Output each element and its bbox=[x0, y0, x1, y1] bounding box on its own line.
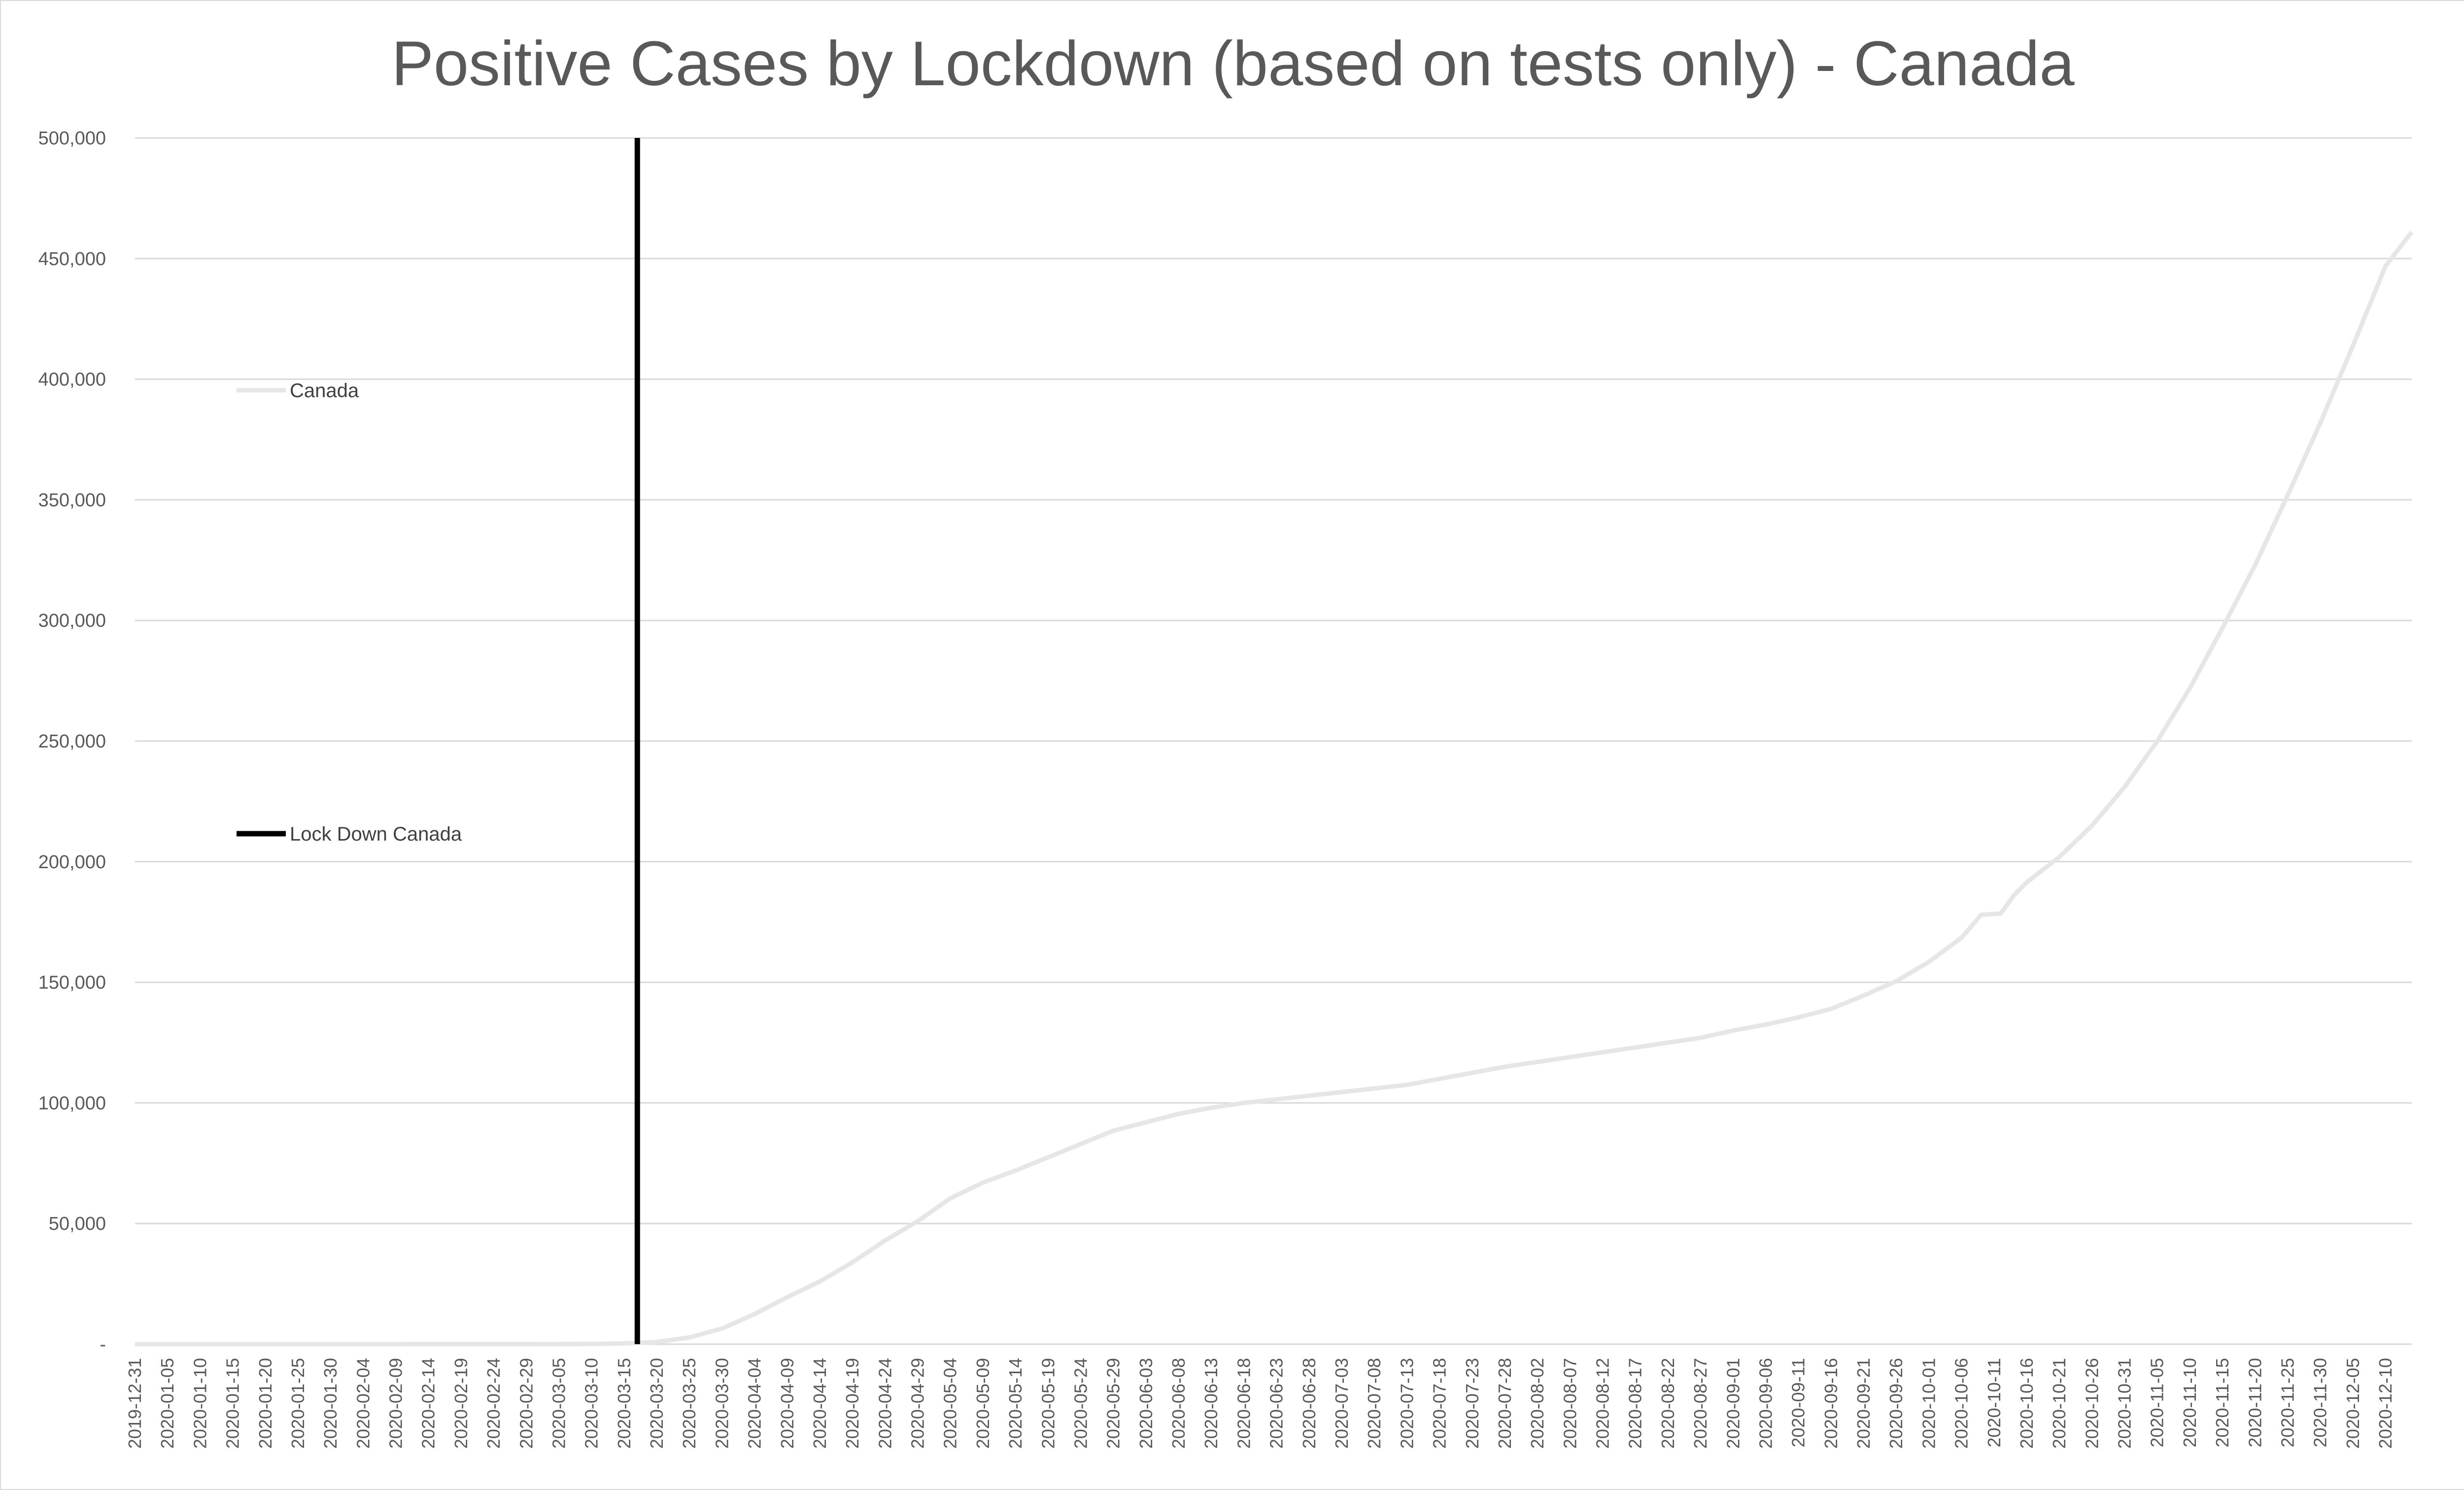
x-tick-label: 2020-08-07 bbox=[1560, 1358, 1580, 1449]
x-axis-ticks: 2019-12-31 2020-01-05 2020-01-10 2020-01-15… bbox=[125, 1358, 2396, 1449]
y-tick-label: 400,000 bbox=[38, 370, 106, 390]
x-tick-label: 2020-07-03 bbox=[1332, 1358, 1352, 1449]
x-tick-label: 2020-04-14 bbox=[810, 1358, 830, 1449]
x-tick-label: 2020-10-01 bbox=[1918, 1358, 1939, 1449]
x-tick-label: 2020-02-09 bbox=[386, 1358, 406, 1449]
y-tick-label: 150,000 bbox=[38, 973, 106, 993]
y-tick-label: - bbox=[100, 1334, 106, 1355]
y-tick-label: 450,000 bbox=[38, 249, 106, 270]
x-tick-label: 2020-01-10 bbox=[190, 1358, 210, 1449]
x-tick-label: 2020-01-20 bbox=[255, 1358, 275, 1449]
x-tick-label: 2020-04-19 bbox=[842, 1358, 862, 1449]
x-tick-label: 2020-03-15 bbox=[614, 1358, 634, 1449]
x-tick-label: 2020-10-16 bbox=[2017, 1358, 2037, 1449]
x-tick-label: 2020-12-05 bbox=[2343, 1358, 2363, 1449]
x-tick-label: 2020-01-25 bbox=[288, 1358, 308, 1449]
legend: Canada Lock Down Canada bbox=[237, 380, 462, 845]
x-tick-label: 2020-03-10 bbox=[582, 1358, 602, 1449]
x-tick-label: 2020-10-31 bbox=[2115, 1358, 2135, 1449]
x-tick-label: 2020-08-27 bbox=[1690, 1358, 1711, 1449]
series-lines bbox=[135, 138, 2414, 1347]
x-tick-label: 2020-05-09 bbox=[973, 1358, 993, 1449]
x-tick-label: 2020-08-22 bbox=[1658, 1358, 1678, 1449]
y-tick-label: 500,000 bbox=[38, 128, 106, 149]
x-tick-label: 2020-05-29 bbox=[1103, 1358, 1124, 1449]
y-tick-label: 350,000 bbox=[38, 490, 106, 510]
x-tick-label: 2020-02-24 bbox=[483, 1358, 504, 1449]
x-tick-label: 2019-12-31 bbox=[125, 1358, 145, 1449]
x-tick-label: 2020-11-05 bbox=[2147, 1358, 2167, 1447]
x-tick-label: 2020-09-16 bbox=[1821, 1358, 1841, 1449]
x-tick-label: 2020-09-06 bbox=[1755, 1358, 1776, 1449]
y-tick-label: 200,000 bbox=[38, 852, 106, 873]
x-tick-label: 2020-01-30 bbox=[320, 1358, 341, 1449]
legend-label-canada: Canada bbox=[290, 380, 359, 402]
x-tick-label: 2020-02-29 bbox=[516, 1358, 536, 1449]
x-tick-label: 2020-02-04 bbox=[353, 1358, 373, 1449]
x-tick-label: 2020-09-11 bbox=[1788, 1358, 1809, 1447]
x-tick-label: 2020-06-13 bbox=[1201, 1358, 1221, 1449]
x-tick-label: 2020-02-14 bbox=[418, 1358, 439, 1449]
y-tick-label: 250,000 bbox=[38, 731, 106, 752]
x-tick-label: 2020-10-21 bbox=[2049, 1358, 2069, 1449]
x-tick-label: 2020-11-30 bbox=[2310, 1358, 2330, 1447]
x-tick-label: 2020-07-08 bbox=[1364, 1358, 1384, 1449]
x-tick-label: 2020-08-12 bbox=[1593, 1358, 1613, 1449]
x-tick-label: 2020-10-11 bbox=[1984, 1358, 2004, 1447]
x-tick-label: 2020-06-28 bbox=[1299, 1358, 1319, 1449]
x-tick-label: 2020-08-02 bbox=[1527, 1358, 1547, 1449]
x-tick-label: 2020-07-13 bbox=[1397, 1358, 1417, 1449]
x-tick-label: 2020-05-24 bbox=[1070, 1358, 1091, 1449]
x-tick-label: 2020-04-04 bbox=[745, 1358, 765, 1449]
legend-label-lock-down-canada: Lock Down Canada bbox=[290, 823, 462, 845]
y-axis-ticks: - 50,000 100,000 150,000 200,000 250,000 300,0… bbox=[38, 128, 106, 1355]
x-tick-label: 2020-01-05 bbox=[157, 1358, 177, 1449]
x-tick-label: 2020-01-15 bbox=[223, 1358, 243, 1449]
x-tick-label: 2020-11-10 bbox=[2180, 1358, 2200, 1447]
x-tick-label: 2020-07-23 bbox=[1462, 1358, 1482, 1449]
x-tick-label: 2020-06-18 bbox=[1233, 1358, 1254, 1449]
x-tick-label: 2020-09-26 bbox=[1886, 1358, 1906, 1449]
x-tick-label: 2020-12-10 bbox=[2375, 1358, 2396, 1449]
x-tick-label: 2020-10-26 bbox=[2082, 1358, 2102, 1449]
x-tick-label: 2020-11-25 bbox=[2277, 1358, 2297, 1447]
x-tick-label: 2020-02-19 bbox=[451, 1358, 471, 1449]
x-tick-label: 2020-07-18 bbox=[1430, 1358, 1450, 1449]
x-tick-label: 2020-03-30 bbox=[712, 1358, 732, 1449]
x-tick-label: 2020-05-04 bbox=[940, 1358, 960, 1449]
x-tick-label: 2020-08-17 bbox=[1625, 1358, 1645, 1449]
x-tick-label: 2020-11-20 bbox=[2245, 1358, 2265, 1447]
x-tick-label: 2020-04-24 bbox=[875, 1358, 895, 1449]
x-tick-label: 2020-04-29 bbox=[908, 1358, 928, 1449]
x-tick-label: 2020-10-06 bbox=[1951, 1358, 1972, 1449]
x-tick-label: 2020-05-19 bbox=[1038, 1358, 1058, 1449]
x-tick-label: 2020-03-20 bbox=[647, 1358, 667, 1449]
x-tick-label: 2020-09-21 bbox=[1853, 1358, 1874, 1449]
x-tick-label: 2020-05-14 bbox=[1005, 1358, 1026, 1449]
x-tick-label: 2020-07-28 bbox=[1495, 1358, 1515, 1449]
x-tick-label: 2020-04-09 bbox=[777, 1358, 797, 1449]
x-tick-label: 2020-06-08 bbox=[1168, 1358, 1189, 1449]
x-tick-label: 2020-09-01 bbox=[1723, 1358, 1743, 1449]
series-line-canada bbox=[135, 231, 2414, 1347]
y-tick-label: 100,000 bbox=[38, 1093, 106, 1114]
gridlines bbox=[135, 137, 2412, 1345]
x-tick-label: 2020-03-25 bbox=[679, 1358, 699, 1449]
chart-title: Positive Cases by Lockdown (based on tes… bbox=[391, 29, 2075, 99]
x-tick-label: 2020-06-23 bbox=[1266, 1358, 1287, 1449]
y-tick-label: 300,000 bbox=[38, 610, 106, 631]
y-tick-label: 50,000 bbox=[49, 1214, 106, 1234]
x-tick-label: 2020-11-15 bbox=[2212, 1358, 2232, 1447]
x-tick-label: 2020-06-03 bbox=[1136, 1358, 1156, 1449]
x-tick-label: 2020-03-05 bbox=[548, 1358, 569, 1449]
